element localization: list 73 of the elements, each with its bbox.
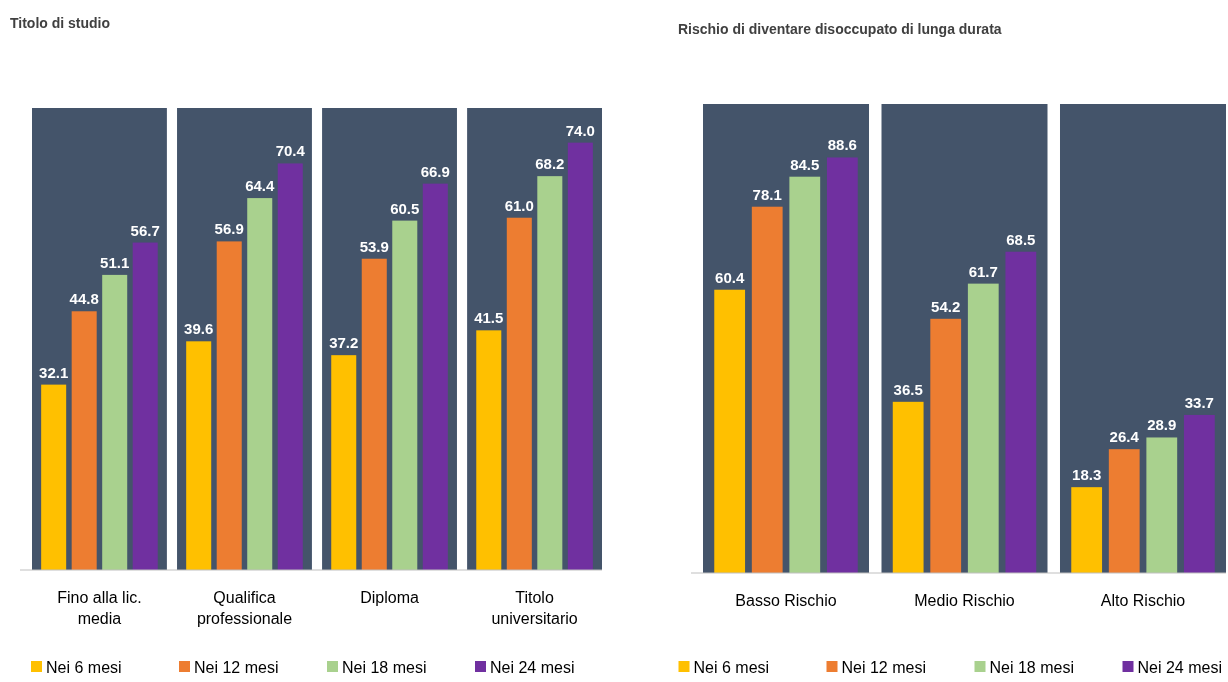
legend-label: Nei 6 mesi: [693, 659, 770, 676]
chart-title: Titolo di studio: [10, 15, 111, 31]
data-label: 54.2: [931, 297, 961, 315]
bar: [826, 157, 858, 573]
legend-label: Nei 12 mesi: [841, 659, 926, 676]
bar: [1005, 251, 1037, 573]
legend-label: Nei 24 mesi: [490, 659, 575, 676]
data-label: 66.9: [420, 162, 450, 180]
x-tick-label: Qualifica professionale: [196, 589, 293, 627]
data-label: 84.5: [790, 155, 820, 173]
legend-label: Nei 18 mesi: [342, 659, 427, 676]
legend-label: Nei 12 mesi: [194, 659, 279, 676]
data-label: 18.3: [1072, 466, 1102, 484]
legend-label: Nei 24 mesi: [1137, 659, 1222, 676]
bar: [41, 384, 67, 570]
chart-title: Rischio di diventare disoccupato di lunga durata: [678, 21, 1002, 37]
bar: [186, 341, 212, 570]
bar: [247, 198, 273, 570]
x-tick-label: Medio Rischio: [914, 592, 1015, 609]
data-label: 64.4: [245, 177, 275, 195]
bar: [506, 217, 532, 570]
bar: [537, 176, 563, 570]
data-label: 37.2: [329, 334, 359, 352]
bar: [361, 258, 387, 570]
data-label: 74.0: [565, 121, 595, 139]
data-label: 28.9: [1147, 416, 1177, 434]
data-label: 56.7: [130, 221, 160, 239]
data-label: 56.9: [214, 220, 244, 238]
bar: [789, 176, 821, 573]
bar: [714, 289, 746, 573]
bar: [331, 355, 357, 570]
bar: [1108, 449, 1140, 573]
data-label: 39.6: [184, 320, 214, 338]
data-label: 60.5: [390, 199, 420, 217]
data-label: 61.0: [504, 196, 534, 214]
bar: [1071, 487, 1103, 573]
bar: [277, 163, 303, 570]
bar: [892, 401, 924, 573]
bar: [392, 220, 418, 570]
bar: [476, 330, 502, 570]
data-label: 70.4: [275, 142, 306, 160]
bar: [930, 318, 962, 573]
x-tick-label: Titolo universitario: [491, 589, 578, 627]
data-label: 41.5: [474, 309, 504, 327]
x-tick-label: Fino alla lic. media: [57, 589, 142, 627]
data-label: 51.1: [100, 253, 130, 271]
bar: [132, 242, 158, 570]
bar: [422, 183, 448, 570]
bar: [751, 206, 783, 573]
data-label: 53.9: [359, 237, 389, 255]
bar: [1146, 437, 1178, 573]
data-label: 36.5: [893, 380, 923, 398]
data-label: 68.5: [1006, 230, 1036, 248]
data-label: 44.8: [69, 290, 99, 308]
x-tick-label: Diploma: [360, 589, 419, 606]
data-label: 78.1: [752, 185, 782, 203]
data-label: 33.7: [1184, 393, 1214, 411]
data-label: 26.4: [1109, 428, 1140, 446]
bar: [71, 311, 97, 570]
data-label: 88.6: [827, 136, 857, 154]
bar: [216, 241, 242, 570]
data-label: 68.2: [535, 155, 565, 173]
bar: [567, 142, 593, 570]
bar: [967, 283, 999, 573]
legend-label: Nei 6 mesi: [46, 659, 122, 676]
x-tick-label: Basso Rischio: [735, 592, 837, 609]
bar: [1183, 414, 1215, 573]
bar: [102, 274, 128, 570]
data-label: 32.1: [39, 363, 69, 381]
x-tick-label: Alto Rischio: [1100, 592, 1186, 609]
legend-label: Nei 18 mesi: [989, 659, 1074, 676]
data-label: 60.4: [715, 268, 745, 286]
data-label: 61.7: [968, 262, 998, 280]
